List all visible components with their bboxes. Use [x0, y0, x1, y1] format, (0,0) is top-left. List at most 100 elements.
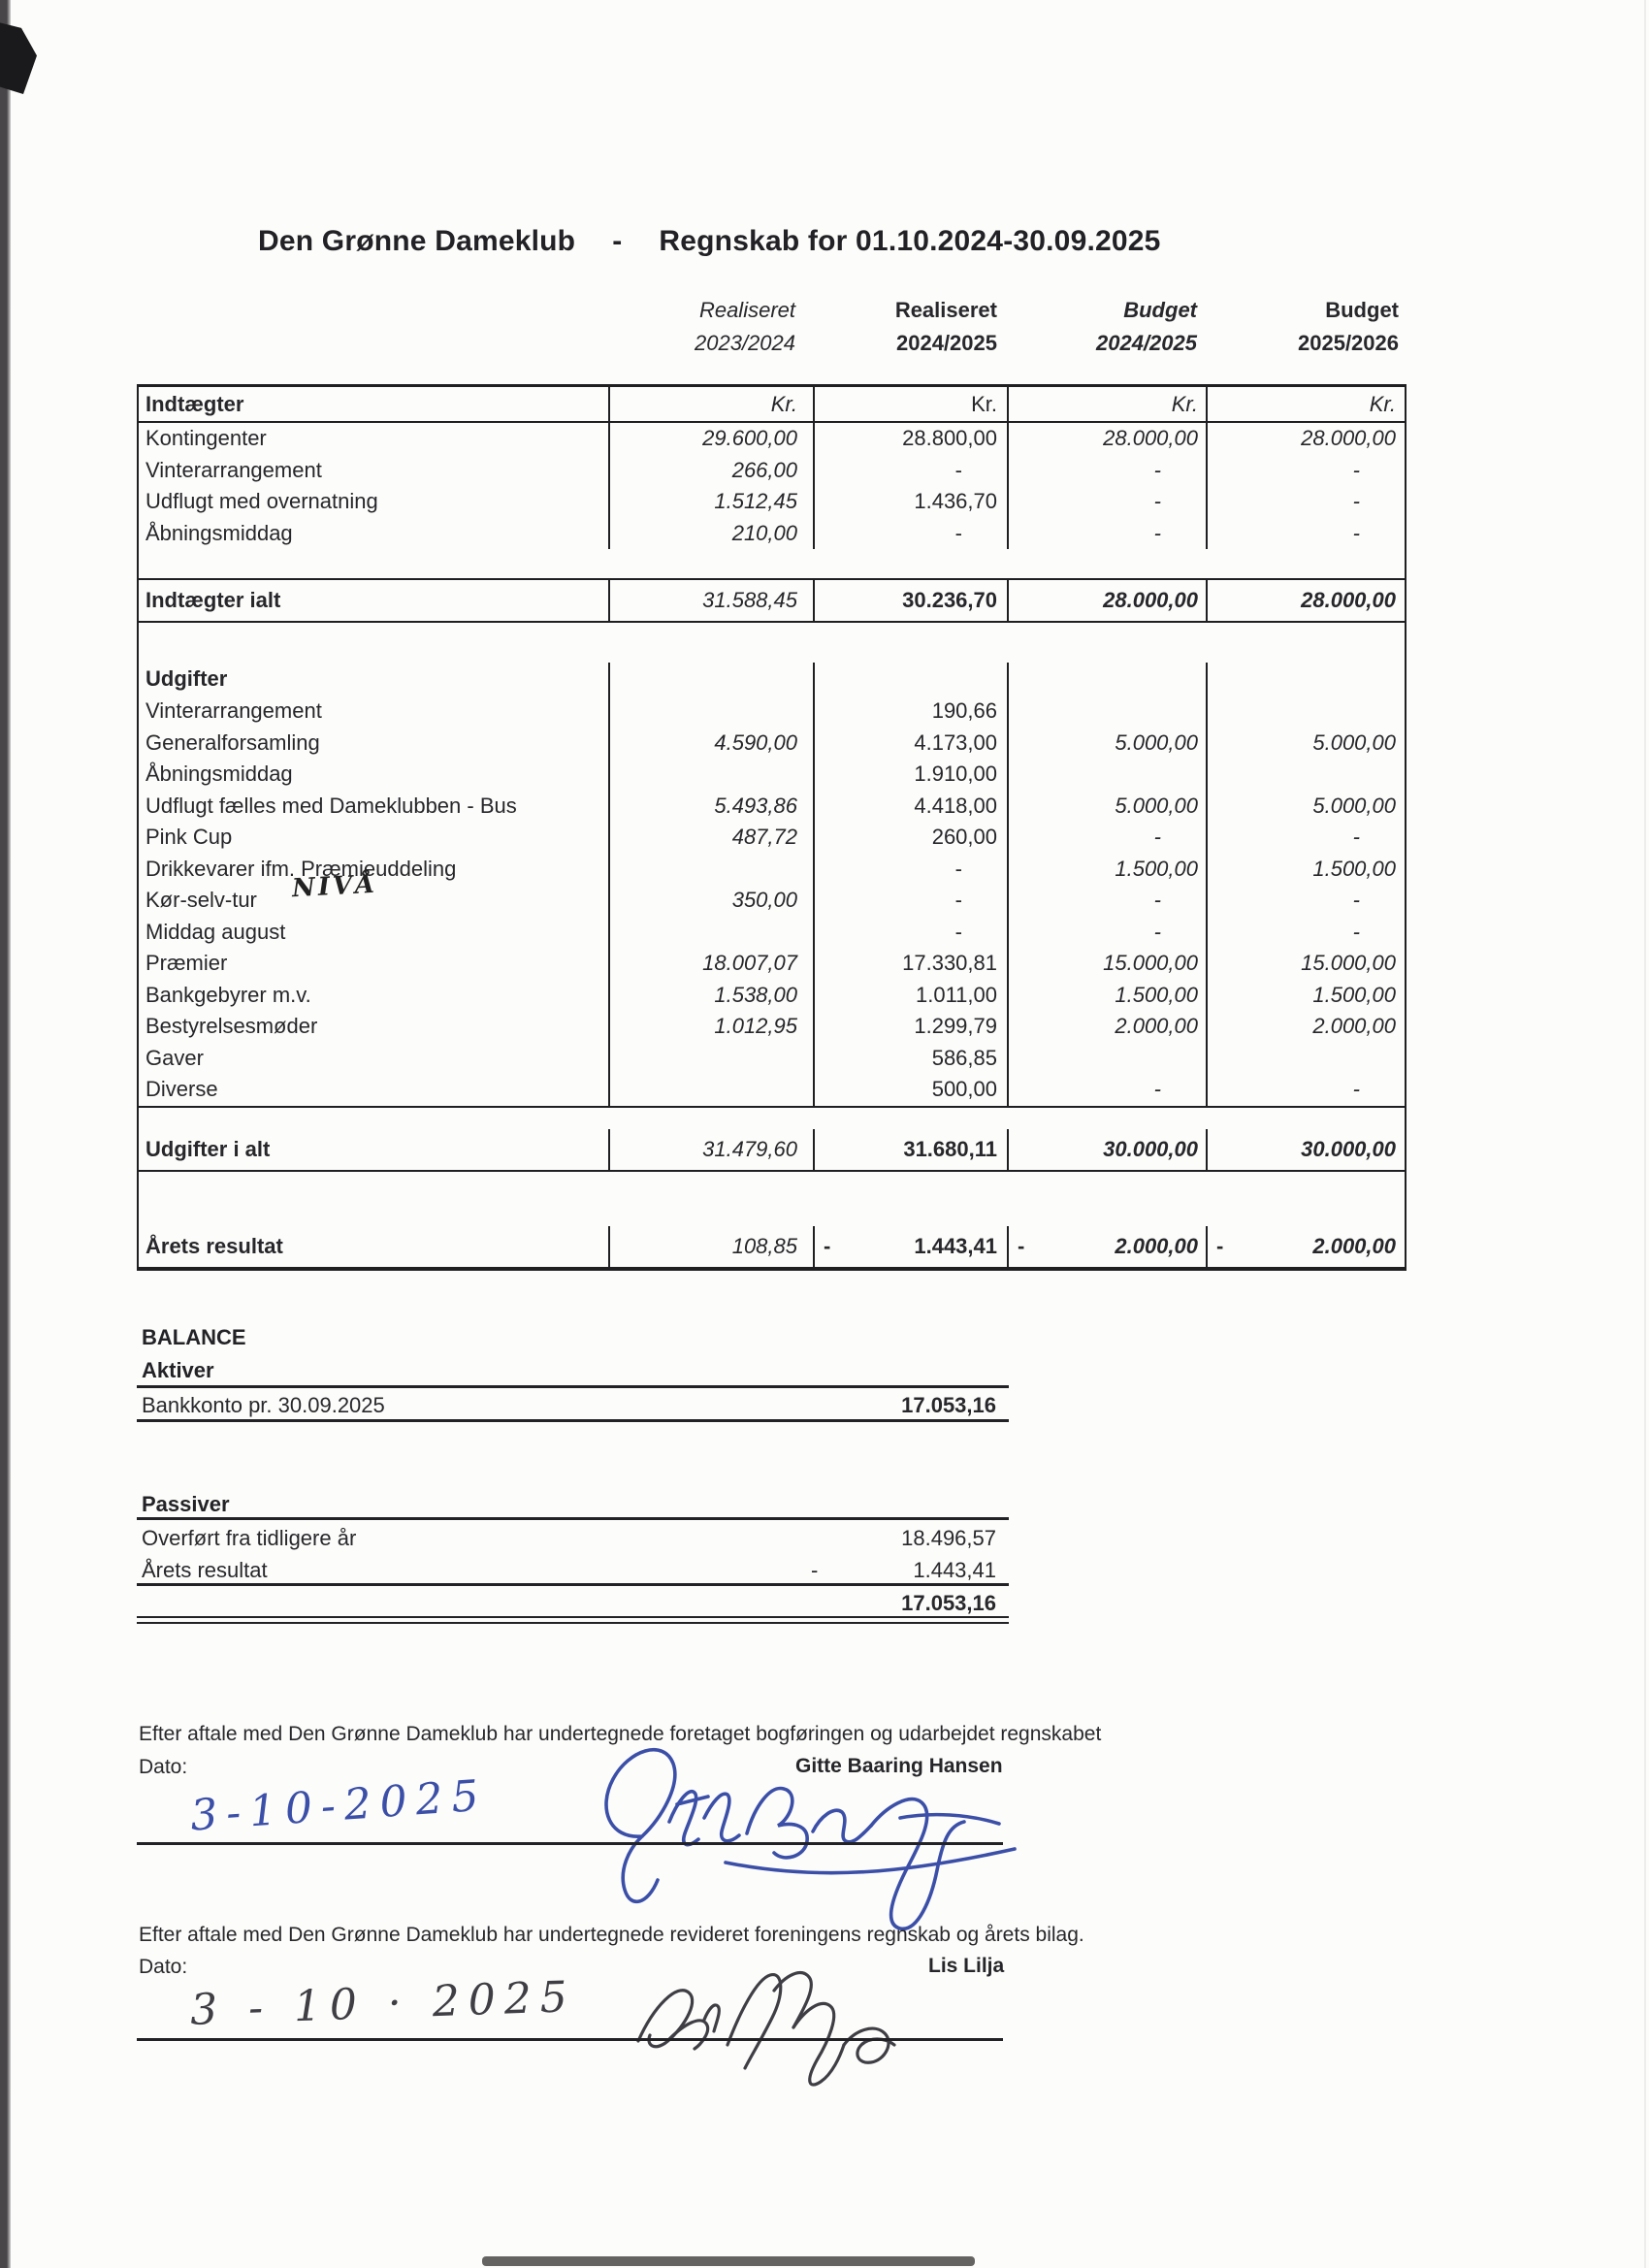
- column-header-line2: 2024/2025: [1096, 331, 1197, 355]
- row-value-col1: 1.512,45: [608, 486, 813, 518]
- column-header-budget-2025-2026: Budget 2025/2026: [1166, 294, 1399, 360]
- table-section-rule: [139, 1105, 1405, 1108]
- row-label: Kør-selv-tur: [146, 888, 257, 913]
- row-value-col2: 1.299,79: [813, 1011, 1007, 1043]
- row-label: Generalforsamling: [146, 729, 320, 755]
- row-value-col4: 5.000,00: [1206, 790, 1405, 822]
- row-value-col2: 4.173,00: [813, 727, 1007, 759]
- row-value-col4: 2.000,00: [1206, 1011, 1405, 1043]
- row-value-col2: 190,66: [813, 696, 1007, 728]
- aarets-resultat-label: Årets resultat: [142, 1558, 268, 1582]
- row-value-col2: 28.800,00: [813, 423, 1007, 455]
- row-label: Vinterarrangement: [146, 457, 322, 482]
- row-label: Gaver: [146, 1045, 204, 1070]
- row-value-col1: 31.479,60: [608, 1128, 813, 1170]
- row-value-col4: 28.000,00: [1206, 580, 1405, 621]
- lis-lilja-signature: [611, 1952, 980, 2091]
- column-header-line1: Budget: [1325, 298, 1399, 322]
- row-value-col1: Kr.: [608, 387, 813, 421]
- table-section-rule: [139, 621, 1405, 623]
- table-row: Bestyrelsesmøder 1.012,95 1.299,79 2.000,00…: [139, 1011, 1405, 1043]
- row-value-col3: -: [1007, 486, 1206, 518]
- row-value-col4: Kr.: [1206, 387, 1405, 421]
- row-value-col4: [1206, 663, 1405, 696]
- row-value-col1: 1.538,00: [608, 979, 813, 1011]
- row-value-col3: 15.000,00: [1007, 948, 1206, 980]
- row-label: Kontingenter: [146, 426, 267, 451]
- row-value-col3: -: [1007, 916, 1206, 948]
- date-label: Dato:: [139, 1956, 188, 1978]
- negative-sign: -: [1018, 1233, 1025, 1258]
- signature-line-auditor: [137, 2038, 1003, 2041]
- column-header-line2: 2024/2025: [896, 331, 997, 355]
- report-period: Regnskab for 01.10.2024-30.09.2025: [659, 225, 1161, 257]
- column-header-line2: 2023/2024: [695, 331, 795, 355]
- row-value-col2: 586,85: [813, 1042, 1007, 1074]
- table-row: Vinterarrangement 266,00- - -: [139, 454, 1405, 486]
- row-value-col2: -: [813, 517, 1007, 549]
- row-label: Bankgebyrer m.v.: [146, 982, 311, 1007]
- aarets-resultat-minus: -: [811, 1558, 819, 1582]
- table-row: Bankgebyrer m.v. 1.538,00 1.011,00 1.500,00…: [139, 979, 1405, 1011]
- row-label: Årets resultat: [146, 1233, 283, 1258]
- table-row-colhead: Indtægter Kr. Kr. Kr. Kr.: [139, 387, 1405, 423]
- table-row: Gaver 586,85: [139, 1042, 1405, 1074]
- row-value-col4: 15.000,00: [1206, 948, 1405, 980]
- date-label: Dato:: [139, 1756, 188, 1778]
- negative-sign: -: [1216, 1233, 1224, 1258]
- scan-edge-strip: [0, 0, 11, 2268]
- bankkonto-value: 17.053,16: [901, 1393, 996, 1417]
- row-value-col2: 1.910,00: [813, 759, 1007, 791]
- handwritten-date-auditor: 3 - 10 · 2025: [189, 1972, 577, 2035]
- row-value-col4: 1.500,00: [1206, 979, 1405, 1011]
- row-value-col1: [608, 853, 813, 885]
- column-header-budget-2024-2025: Budget 2024/2025: [964, 294, 1197, 360]
- row-label: Åbningsmiddag: [146, 520, 293, 545]
- row-value-col2: -: [813, 885, 1007, 917]
- row-label: Bestyrelsesmøder: [146, 1014, 318, 1039]
- title-dash: -: [612, 225, 623, 257]
- table-row: Diverse 500,00- -: [139, 1074, 1405, 1106]
- row-value-col4: -2.000,00: [1206, 1225, 1405, 1267]
- row-value-col4: -: [1206, 822, 1405, 854]
- row-value-col2: Kr.: [813, 387, 1007, 421]
- row-value-col1: 4.590,00: [608, 727, 813, 759]
- table-row-total: Udgifter i alt 31.479,60 31.680,11 30.000,0…: [139, 1128, 1405, 1170]
- row-value-col3: 1.500,00: [1007, 853, 1206, 885]
- row-label: Diverse: [146, 1077, 218, 1102]
- signature-line-bookkeeper: [137, 1842, 1003, 1845]
- table-row: Kør-selv-tur 350,00- - -: [139, 885, 1405, 917]
- row-value-col3: -: [1007, 517, 1206, 549]
- row-value-col3: 28.000,00: [1007, 580, 1206, 621]
- balance-title: BALANCE: [142, 1325, 246, 1349]
- row-label: Indtægter ialt: [146, 588, 281, 612]
- auditor-statement: Efter aftale med Den Grønne Dameklub har…: [139, 1924, 1084, 1946]
- row-value-col3: 5.000,00: [1007, 790, 1206, 822]
- row-value-col3: -: [1007, 822, 1206, 854]
- table-row: Vinterarrangement 190,66: [139, 696, 1405, 728]
- club-name: Den Grønne Dameklub: [258, 225, 576, 257]
- row-value-col1: [608, 1042, 813, 1074]
- aarets-resultat-value: 1.443,41: [913, 1558, 996, 1582]
- row-label: Indtægter: [146, 391, 244, 416]
- row-value-col1: 18.007,07: [608, 948, 813, 980]
- row-value-col2: -: [813, 916, 1007, 948]
- row-value-col3: [1007, 696, 1206, 728]
- column-header-line1: Budget: [1123, 298, 1197, 322]
- row-value-col3: 28.000,00: [1007, 423, 1206, 455]
- aktiver-heading: Aktiver: [142, 1358, 214, 1382]
- row-value-col4: -: [1206, 916, 1405, 948]
- row-value-col1: 29.600,00: [608, 423, 813, 455]
- row-value-col4: [1206, 696, 1405, 728]
- row-value-col3: 5.000,00: [1007, 727, 1206, 759]
- row-label: Pink Cup: [146, 825, 233, 850]
- row-value-col2: 1.436,70: [813, 486, 1007, 518]
- row-value-col2: 1.011,00: [813, 979, 1007, 1011]
- row-value-col3: [1007, 759, 1206, 791]
- row-value-col2: 4.418,00: [813, 790, 1007, 822]
- row-value-col3: -: [1007, 1074, 1206, 1106]
- row-value-col3: Kr.: [1007, 387, 1206, 421]
- row-value-col3: -2.000,00: [1007, 1225, 1206, 1267]
- row-label: Middag august: [146, 919, 286, 944]
- table-row: Pink Cup 487,72 260,00- -: [139, 822, 1405, 854]
